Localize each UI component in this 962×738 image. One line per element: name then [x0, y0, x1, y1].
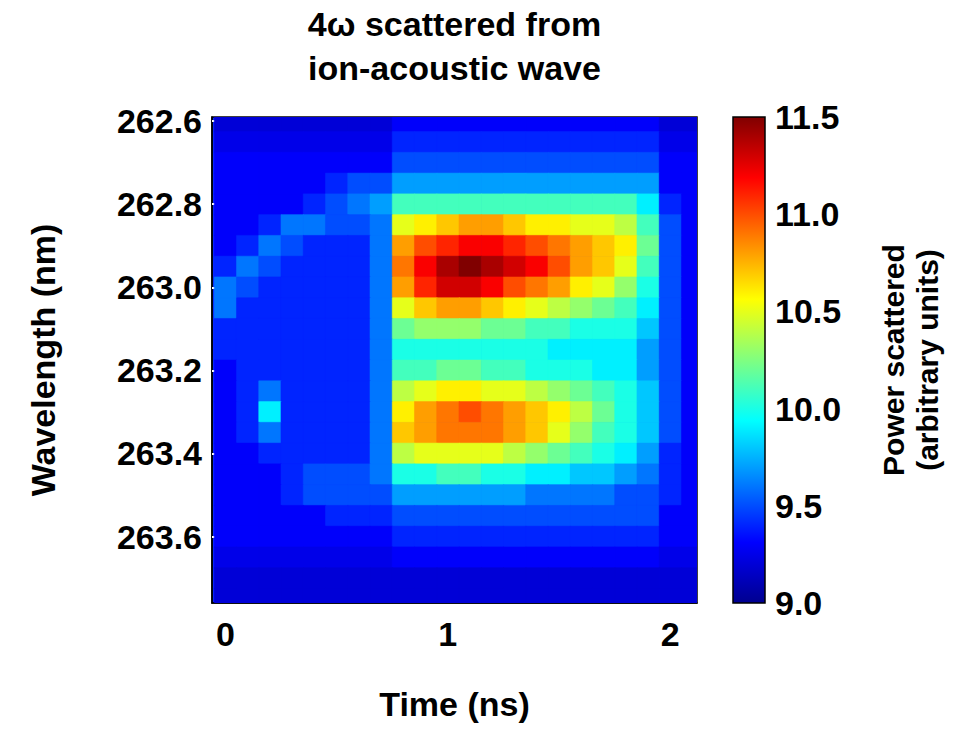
svg-text:263.6: 263.6 — [117, 518, 202, 556]
svg-text:1: 1 — [438, 615, 457, 653]
svg-text:11.0: 11.0 — [775, 195, 839, 233]
svg-text:4ω scattered from: 4ω scattered from — [308, 5, 601, 43]
svg-text:263.4: 263.4 — [117, 434, 202, 472]
svg-text:Time (ns): Time (ns) — [379, 685, 530, 723]
svg-text:Power scattered: Power scattered — [877, 244, 910, 476]
svg-text:10.5: 10.5 — [775, 292, 841, 330]
svg-text:10.0: 10.0 — [775, 390, 841, 428]
svg-text:ion-acoustic wave: ion-acoustic wave — [308, 49, 601, 87]
svg-text:2: 2 — [661, 615, 680, 653]
svg-text:Wavelength (nm): Wavelength (nm) — [24, 224, 62, 497]
svg-text:262.6: 262.6 — [117, 102, 202, 140]
svg-text:263.2: 263.2 — [117, 351, 202, 389]
svg-text:9.5: 9.5 — [775, 487, 822, 525]
svg-text:9.0: 9.0 — [775, 584, 822, 622]
svg-text:262.8: 262.8 — [117, 185, 202, 223]
svg-text:11.5: 11.5 — [775, 98, 839, 136]
svg-text:0: 0 — [216, 615, 235, 653]
svg-text:(arbitrary units): (arbitrary units) — [911, 249, 944, 471]
svg-text:263.0: 263.0 — [117, 268, 202, 306]
